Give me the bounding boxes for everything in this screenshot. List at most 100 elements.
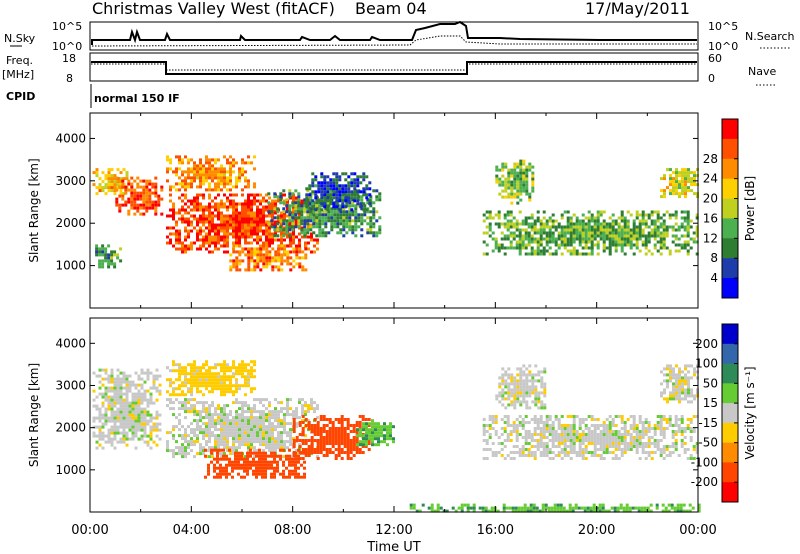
power-cell xyxy=(184,202,187,206)
power-cell xyxy=(178,211,181,215)
velocity-cell xyxy=(178,419,181,423)
velocity-cell xyxy=(359,431,362,435)
velocity-cell xyxy=(240,475,243,479)
velocity-cell xyxy=(155,389,159,393)
power-cell xyxy=(250,253,254,257)
velocity-cell xyxy=(107,380,111,384)
power-cell xyxy=(323,202,327,206)
velocity-cell xyxy=(213,466,216,470)
power-cell xyxy=(566,249,570,253)
velocity-cell xyxy=(286,434,289,438)
power-cell xyxy=(332,184,336,188)
power-cell xyxy=(235,268,239,272)
power-cell xyxy=(229,182,232,186)
velocity-cell xyxy=(374,428,377,432)
power-cell xyxy=(187,244,190,248)
power-cell xyxy=(217,176,220,180)
velocity-cell xyxy=(134,425,138,429)
velocity-cell xyxy=(265,413,268,417)
power-cell xyxy=(160,197,164,201)
velocity-cell xyxy=(234,457,237,461)
velocity-cell xyxy=(383,434,386,438)
velocity-cell xyxy=(346,457,350,460)
velocity-cell xyxy=(232,428,235,432)
power-cell xyxy=(326,196,330,200)
power-cell xyxy=(119,177,123,181)
velocity-cell xyxy=(92,389,96,393)
velocity-cell xyxy=(518,451,522,454)
power-cell xyxy=(184,235,187,239)
power-cell xyxy=(312,222,316,226)
power-cell xyxy=(184,208,187,212)
power-cell xyxy=(678,195,681,199)
velocity-cell xyxy=(659,421,663,424)
power-cell xyxy=(650,252,654,256)
power-cell xyxy=(298,250,302,254)
power-cell xyxy=(280,262,284,266)
power-cell xyxy=(95,186,99,190)
velocity-cell xyxy=(214,387,217,391)
power-cell xyxy=(217,158,220,162)
power-cell xyxy=(677,228,681,232)
velocity-cell xyxy=(277,443,280,447)
power-cell xyxy=(104,256,108,260)
power-cell xyxy=(226,223,229,227)
power-cell xyxy=(205,176,208,180)
velocity-cell xyxy=(277,434,280,438)
power-cell xyxy=(205,238,208,242)
power-cell xyxy=(315,225,319,229)
velocity-cell xyxy=(647,454,651,457)
power-cell xyxy=(672,186,675,190)
velocity-cell xyxy=(226,413,229,417)
velocity-cell xyxy=(226,440,229,444)
power-cell xyxy=(202,176,205,180)
power-cell xyxy=(211,167,214,171)
power-cell xyxy=(217,223,220,227)
power-cell xyxy=(308,184,312,188)
power-cell xyxy=(178,167,181,171)
velocity-cell xyxy=(208,440,211,444)
velocity-cell xyxy=(184,378,187,382)
power-cell xyxy=(253,202,256,206)
power-cell xyxy=(101,189,105,193)
velocity-cell xyxy=(256,431,259,435)
velocity-cell xyxy=(220,434,223,438)
power-cell xyxy=(572,222,576,226)
power-cell xyxy=(345,225,349,229)
power-cell xyxy=(175,170,178,174)
velocity-cell xyxy=(659,448,663,451)
velocity-cell xyxy=(146,401,150,405)
power-cell xyxy=(309,204,313,208)
velocity-cell xyxy=(265,407,268,411)
velocity-cell xyxy=(276,466,279,470)
power-cell xyxy=(647,234,651,238)
power-cell xyxy=(681,189,684,193)
velocity-cell xyxy=(286,413,289,417)
velocity-cell xyxy=(214,422,217,426)
velocity-cell xyxy=(280,437,283,441)
power-cell xyxy=(528,162,532,166)
power-cell xyxy=(314,178,318,182)
power-cell xyxy=(684,168,687,172)
velocity-cell xyxy=(271,437,274,441)
velocity-cell xyxy=(152,401,156,405)
velocity-cell xyxy=(374,431,377,435)
velocity-cell xyxy=(569,457,573,460)
velocity-cell xyxy=(202,384,205,388)
velocity-cell xyxy=(223,387,226,391)
velocity-cell xyxy=(211,431,214,435)
power-cell xyxy=(121,194,125,198)
velocity-cell xyxy=(178,393,181,397)
velocity-cell xyxy=(482,430,486,433)
freq-label: Freq. xyxy=(6,54,33,67)
velocity-cell xyxy=(283,428,286,432)
power-cell xyxy=(244,229,247,233)
velocity-cell xyxy=(262,449,265,453)
power-cell xyxy=(321,219,325,223)
power-cell xyxy=(250,250,254,254)
power-cell xyxy=(253,214,256,218)
power-cell xyxy=(286,259,290,263)
velocity-cell xyxy=(134,428,138,432)
power-cell xyxy=(202,235,205,239)
velocity-cell xyxy=(256,425,259,429)
